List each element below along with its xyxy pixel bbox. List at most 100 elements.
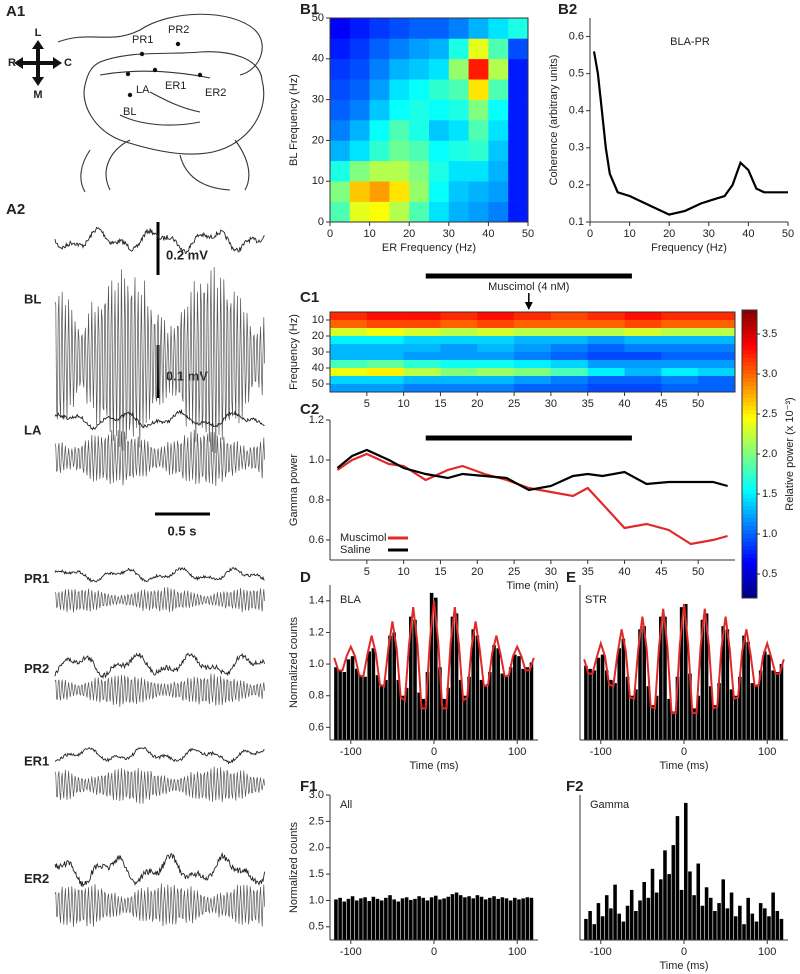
heatmap-cell <box>429 79 450 100</box>
colorbar-step <box>742 506 757 511</box>
histogram-bar <box>746 897 750 940</box>
colorbar-step <box>742 358 757 363</box>
histogram-bar <box>700 905 705 940</box>
histogram-bar <box>475 635 480 740</box>
y-tick-label: 1.0 <box>309 658 324 670</box>
heatmap-cell <box>448 99 469 121</box>
heatmap-cell <box>330 368 368 377</box>
histogram-bar <box>704 613 709 740</box>
heatmap-cell <box>403 328 441 337</box>
histogram-bar <box>684 802 688 940</box>
heatmap-cell <box>440 360 478 369</box>
heatmap-cell <box>448 18 469 39</box>
histogram-bar <box>671 711 676 740</box>
colorbar-step <box>742 490 757 495</box>
colorbar-step <box>742 370 757 375</box>
heatmap-cell <box>477 336 515 345</box>
heatmap-cell <box>349 38 370 60</box>
panel-label: D <box>300 569 311 586</box>
lfp-trace <box>54 567 265 583</box>
heatmap-cell <box>587 336 625 345</box>
histogram-bar <box>438 899 442 940</box>
histogram-bar <box>384 679 388 740</box>
histogram-bar <box>350 896 355 940</box>
heatmap-cell <box>477 368 515 377</box>
heatmap-cell <box>366 384 404 393</box>
heatmap-cell <box>514 384 552 393</box>
histogram-bar <box>521 668 525 740</box>
heatmap-cell <box>369 99 390 121</box>
histogram-bar <box>642 882 646 940</box>
compass <box>14 40 62 86</box>
lfp-trace <box>54 673 265 707</box>
x-tick-label: 0 <box>327 228 333 240</box>
histogram-bar <box>625 676 630 740</box>
heatmap-cell <box>366 320 404 329</box>
colorbar-step <box>742 314 757 319</box>
heatmap-cell <box>330 312 368 321</box>
heatmap-cell <box>429 120 450 141</box>
histogram-bar <box>479 896 484 940</box>
histogram-bar <box>629 889 634 940</box>
heatmap-cell <box>468 38 489 60</box>
histogram-bar <box>713 705 717 740</box>
histogram-bar <box>413 898 417 940</box>
y-tick-label: 40 <box>312 362 324 374</box>
heatmap-cell <box>440 344 478 353</box>
heatmap-cell <box>409 160 430 182</box>
colorbar-step <box>742 590 757 595</box>
colorbar-step <box>742 558 757 563</box>
heatmap-cell <box>330 18 351 39</box>
heatmap-cell <box>349 79 370 100</box>
histogram-bar <box>467 896 471 940</box>
compass-label: C <box>64 57 72 69</box>
trace-label: BL <box>24 291 41 306</box>
heatmap-cell <box>661 312 699 321</box>
heatmap-cell <box>440 336 478 345</box>
histogram-bar <box>434 597 438 740</box>
x-tick-label: 0 <box>681 746 687 758</box>
heatmap-cell <box>403 360 441 369</box>
lfp-trace <box>54 746 265 765</box>
colorbar-step <box>742 554 757 559</box>
heatmap-cell <box>366 312 404 321</box>
histogram-bar <box>779 664 784 740</box>
heatmap-cell <box>550 376 589 385</box>
histogram-bar <box>758 903 763 940</box>
histogram-bar <box>409 616 413 740</box>
heatmap-cell <box>661 376 699 385</box>
heatmap-cell <box>550 360 589 369</box>
histogram-bar <box>604 670 609 740</box>
heatmap-cell <box>587 328 625 337</box>
panel-label: F2 <box>566 778 584 795</box>
histogram-bar <box>404 687 409 740</box>
heatmap-cell <box>330 140 351 162</box>
x-tick-label: -100 <box>340 746 362 758</box>
colorbar-tick-label: 2.0 <box>762 448 777 460</box>
heatmap-cell <box>389 181 410 202</box>
colorbar-step <box>742 398 757 403</box>
lfp-trace <box>54 266 265 454</box>
histogram-bar <box>396 901 401 940</box>
histogram-bar <box>721 879 725 940</box>
heatmap-cell <box>330 99 351 121</box>
trace-label: LA <box>24 422 42 437</box>
colorbar-step <box>742 430 757 435</box>
trace-label: ER1 <box>24 753 49 768</box>
histogram-bar <box>496 648 500 740</box>
heatmap-cell <box>389 201 410 223</box>
y-tick-label: 30 <box>312 346 324 358</box>
heatmap-cell <box>366 376 404 385</box>
colorbar-step <box>742 466 757 471</box>
histogram-bar <box>479 679 484 740</box>
heatmap-cell <box>488 99 509 121</box>
histogram-bar <box>392 632 396 740</box>
x-tick-label: 10 <box>363 228 375 240</box>
heatmap-cell <box>587 360 625 369</box>
heatmap-cell <box>477 328 515 337</box>
colorbar-step <box>742 382 757 387</box>
colorbar-step <box>742 438 757 443</box>
x-tick-label: 15 <box>434 398 446 410</box>
